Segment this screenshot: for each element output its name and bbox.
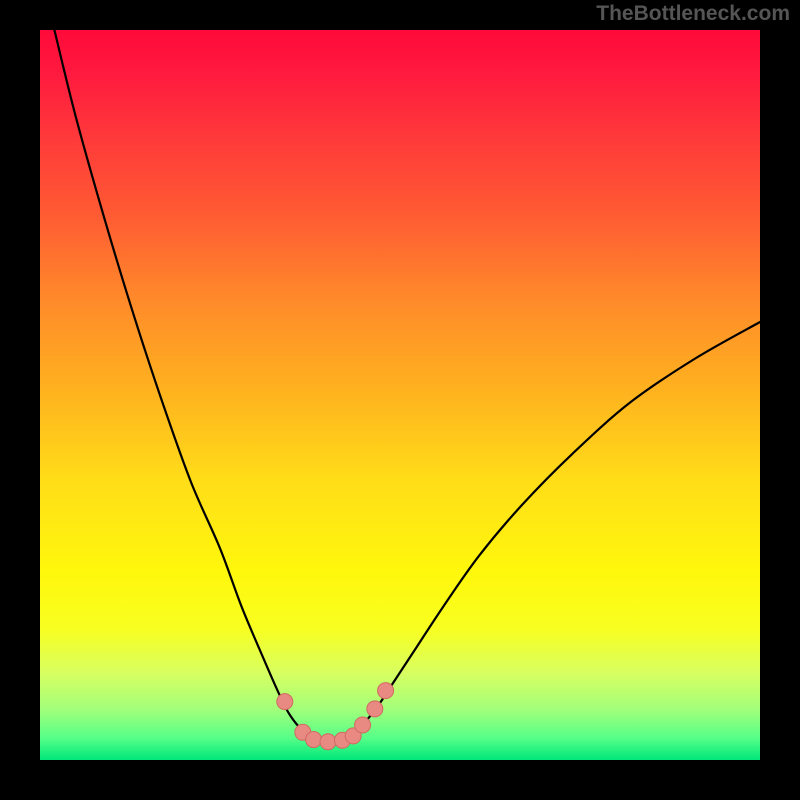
marker-dot	[277, 694, 293, 710]
marker-dot	[367, 701, 383, 717]
bottleneck-curve	[54, 30, 760, 742]
marker-dot	[306, 732, 322, 748]
marker-dot	[378, 683, 394, 699]
marker-dot	[355, 717, 371, 733]
plot-area	[40, 30, 760, 760]
curve-markers	[277, 683, 394, 750]
curve-svg	[40, 30, 760, 760]
watermark-text: TheBottleneck.com	[596, 2, 790, 26]
marker-dot	[320, 734, 336, 750]
